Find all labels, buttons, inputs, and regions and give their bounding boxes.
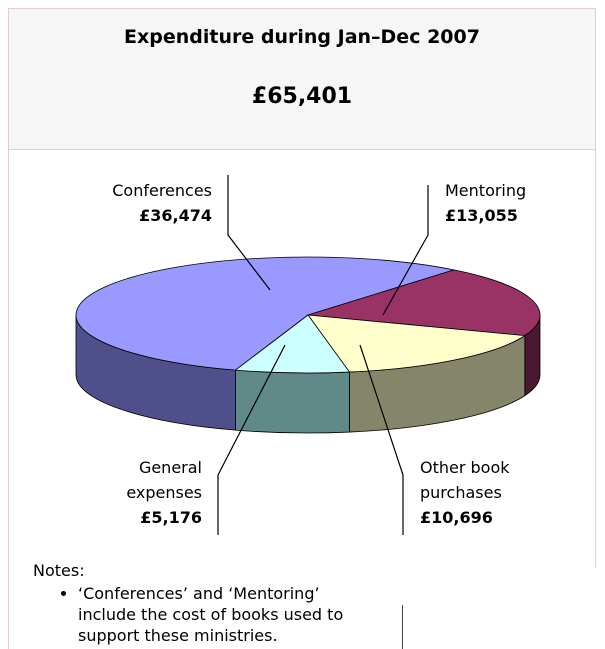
leader-line	[217, 344, 286, 535]
notes: Notes: ‘Conferences’ and ‘Mentoring’ inc…	[33, 560, 368, 646]
category-label: General expenses	[126, 458, 202, 502]
category-label: Conferences	[112, 181, 212, 200]
pie-slice	[307, 269, 541, 337]
pie	[75, 256, 541, 434]
slice-label: Mentoring £13,055	[445, 178, 575, 228]
notes-list: ‘Conferences’ and ‘Mentoring’ include th…	[33, 583, 368, 646]
notes-heading: Notes:	[33, 561, 85, 580]
pie-slice	[234, 314, 351, 374]
leader-lines	[217, 175, 429, 535]
leader-line	[382, 185, 429, 316]
chart-title: Expenditure during Jan–Dec 2007	[124, 26, 480, 48]
frame-edge	[402, 605, 403, 649]
category-label: Other book purchases	[420, 458, 510, 502]
value-label: £10,696	[420, 508, 493, 527]
pie-slice	[307, 314, 527, 373]
frame-edge	[8, 560, 9, 649]
slice-label: Other book purchases £10,696	[420, 455, 540, 530]
value-label: £5,176	[140, 508, 202, 527]
pie-slice	[75, 256, 455, 371]
pie-slice-side	[235, 369, 350, 434]
value-label: £36,474	[139, 206, 212, 225]
slice-label: Conferences £36,474	[62, 178, 212, 228]
chart-subtitle: £65,401	[251, 84, 353, 109]
leader-line	[359, 344, 404, 535]
value-label: £13,055	[445, 206, 518, 225]
header-panel	[8, 8, 596, 150]
leader-line	[227, 175, 271, 291]
slice-label: General expenses £5,176	[102, 455, 202, 530]
note-item: ‘Conferences’ and ‘Mentoring’ include th…	[78, 583, 368, 646]
category-label: Mentoring	[445, 181, 527, 200]
